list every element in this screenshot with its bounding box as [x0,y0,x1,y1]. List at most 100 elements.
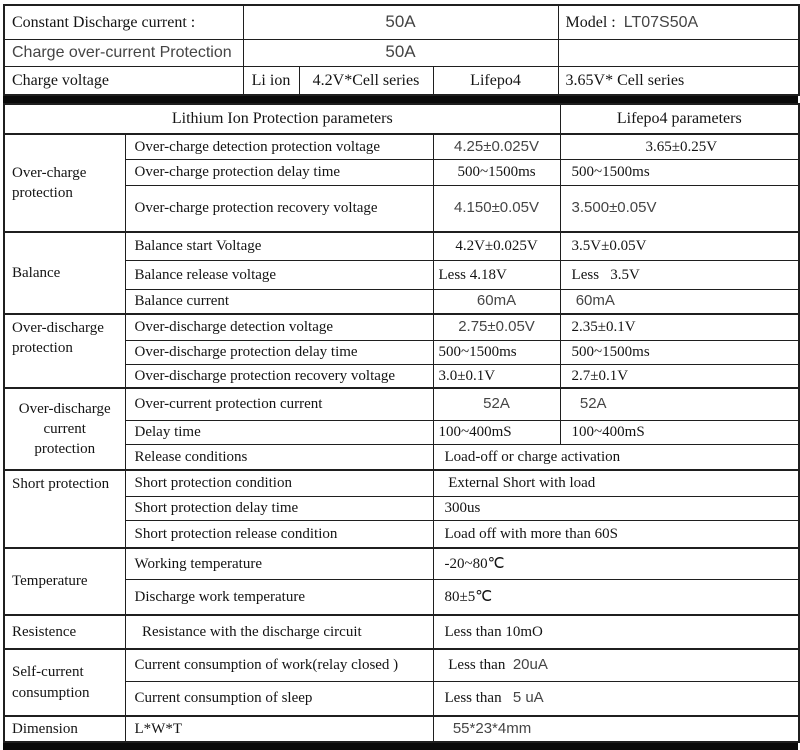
param-cell: Discharge work temperature [124,578,434,616]
charge-over-current-label: Charge over-current Protection [3,38,244,67]
param-cell: Over-discharge detection voltage [124,313,434,341]
value-cell: Less than 20uA [432,648,800,682]
lifepo4-value-cell: 2.7±0.1V [559,363,800,389]
spec-row: Resistence Resistance with the discharge… [3,614,800,650]
group-label-cell: Over-charge protection [3,133,126,233]
param-cell: Delay time [124,419,434,445]
spec-row: Delay time 100~400mS 100~400mS [4,419,800,445]
group-label-cell: Over-discharge current protection [3,387,126,471]
lifepo4-value-cell: 500~1500ms [559,158,800,186]
spec-row: Over-charge protection delay time 500~150… [4,158,800,186]
param-cell: Current consumption of work(relay closed… [124,648,434,682]
group-label-cell: Short protection [3,469,126,549]
liion-value-cell: Less 4.18V [432,259,561,290]
lifepo4-value-cell: 52A [559,387,800,421]
lifepo4-value-cell: 60mA [559,288,800,315]
lifepo4-value-cell: 3.500±0.05V [559,184,800,233]
value-fragment: Less than [444,657,513,674]
liion-value-cell: 52A [432,387,561,421]
lifepo4-value-cell: 100~400mS [559,419,800,445]
protection-parameters-table: Lithium Ion Protection parameters Lifepo… [3,103,800,743]
bottom-border-bar [3,743,798,750]
value-cell: Less than 5 uA [432,680,800,717]
group-label-cell: Self-current consumption [3,648,126,717]
spec-row: Self-current consumption Current consumpt… [3,648,800,717]
charge-over-current-value: 50A [242,38,559,67]
lifepo4-value-cell: 3.5V±0.05V [559,231,800,261]
liion-value-cell: 4.150±0.05V [432,184,561,233]
liion-value-cell: 60mA [432,288,561,315]
value-cell: 55*23*4mm [432,715,800,743]
param-cell: Over-current protection current [124,387,434,421]
model-cell: Model : LT07S50A [557,4,800,40]
spec-row: Over-discharge protection Over-discharge … [3,313,800,389]
lifepo4-chemistry-label: Lifepo4 [432,65,559,96]
section-divider-bar [3,96,798,103]
value-fragment: Less than [444,690,513,707]
top-spec-row: Charge over-current Protection 50A [3,38,800,67]
spec-row: Dimension L*W*T 55*23*4mm [3,715,800,743]
empty-cell [557,38,800,67]
lifepo4-parameters-header: Lifepo4 parameters [559,103,800,135]
lifepo4-value-cell: 500~1500ms [559,339,800,365]
param-cell: Current consumption of sleep [124,680,434,717]
lifepo4-value-cell: Less 3.5V [559,259,800,290]
spec-row: Temperature Working temperature -20~80℃ [3,547,800,616]
group-label-cell: Resistence [3,614,126,650]
liion-value-cell: 500~1500ms [432,158,561,186]
parameters-header-row: Lithium Ion Protection parameters Lifepo… [3,103,800,135]
liion-value-cell: 500~1500ms [432,339,561,365]
lifepo4-value-cell: 3.65±0.25V [559,133,800,160]
value-cell: -20~80℃ [432,547,800,580]
param-cell: Release conditions [124,443,434,471]
param-cell: Short protection delay time [124,495,434,521]
value-cell: Load off with more than 60S [432,519,800,549]
liion-value-cell: 2.75±0.05V [432,313,561,341]
param-cell: Over-charge protection recovery voltage [124,184,434,233]
value-cell: Less than 10mO [432,614,800,650]
spec-row: Over-discharge current protection Over-cu… [3,387,800,471]
spec-row: Current consumption of sleep Less than 5 … [4,680,800,717]
spec-row: Over-discharge protection recovery volta… [4,363,800,389]
group-label-cell: Balance [3,231,126,315]
param-cell: Balance start Voltage [124,231,434,261]
param-cell: Short protection condition [124,469,434,497]
lifepo4-charge-voltage-value: 3.65V* Cell series [557,65,800,96]
spec-row: Over-charge protection Over-charge detect… [3,133,800,233]
group-label-cell: Temperature [3,547,126,616]
spec-row: Short protection Short protection conditi… [3,469,800,549]
value-cell: 300us [432,495,800,521]
param-cell: Resistance with the discharge circuit [124,614,434,650]
param-cell: Over-charge detection protection voltage [124,133,434,160]
top-spec-row: Constant Discharge current :50A Model : L… [3,4,800,40]
spec-row: Discharge work temperature 80±5℃ [4,578,800,616]
spec-row: Balance current 60mA 60mA [4,288,800,315]
group-label-cell: Over-discharge protection [3,313,126,389]
li-ion-charge-voltage-value: 4.2V*Cell series [298,65,434,96]
param-cell: Over-charge protection delay time [124,158,434,186]
liion-parameters-header: Lithium Ion Protection parameters [3,103,561,135]
param-cell: Balance release voltage [124,259,434,290]
value-fragment: LT07S50A [623,13,699,31]
top-spec-row: Charge voltage Li ion 4.2V*Cell series Life… [3,65,800,96]
spec-row: Short protection release condition Load o… [4,519,800,549]
value-fragment: 5 uA [512,689,544,707]
liion-value-cell: 100~400mS [432,419,561,445]
lifepo4-value-cell: 2.35±0.1V [559,313,800,341]
param-cell: Short protection release condition [124,519,434,549]
group-label-cell: Dimension [3,715,126,743]
value-cell: 80±5℃ [432,578,800,616]
param-cell: Balance current [124,288,434,315]
value-cell: Load-off or charge activation [432,443,800,471]
value-cell: External Short with load [432,469,800,497]
li-ion-chemistry-label: Li ion [242,65,300,96]
param-cell: Over-discharge protection delay time [124,339,434,365]
param-cell: L*W*T [124,715,434,743]
param-cell: Working temperature [124,547,434,580]
constant-discharge-current-label: Constant Discharge current : [3,4,244,40]
spec-row: Balance Balance start Voltage 4.2V±0.025V 3… [3,231,800,315]
value-fragment: 20uA [512,656,548,674]
constant-discharge-current-value: 50A [242,4,559,40]
value-fragment: Model : [565,13,624,31]
